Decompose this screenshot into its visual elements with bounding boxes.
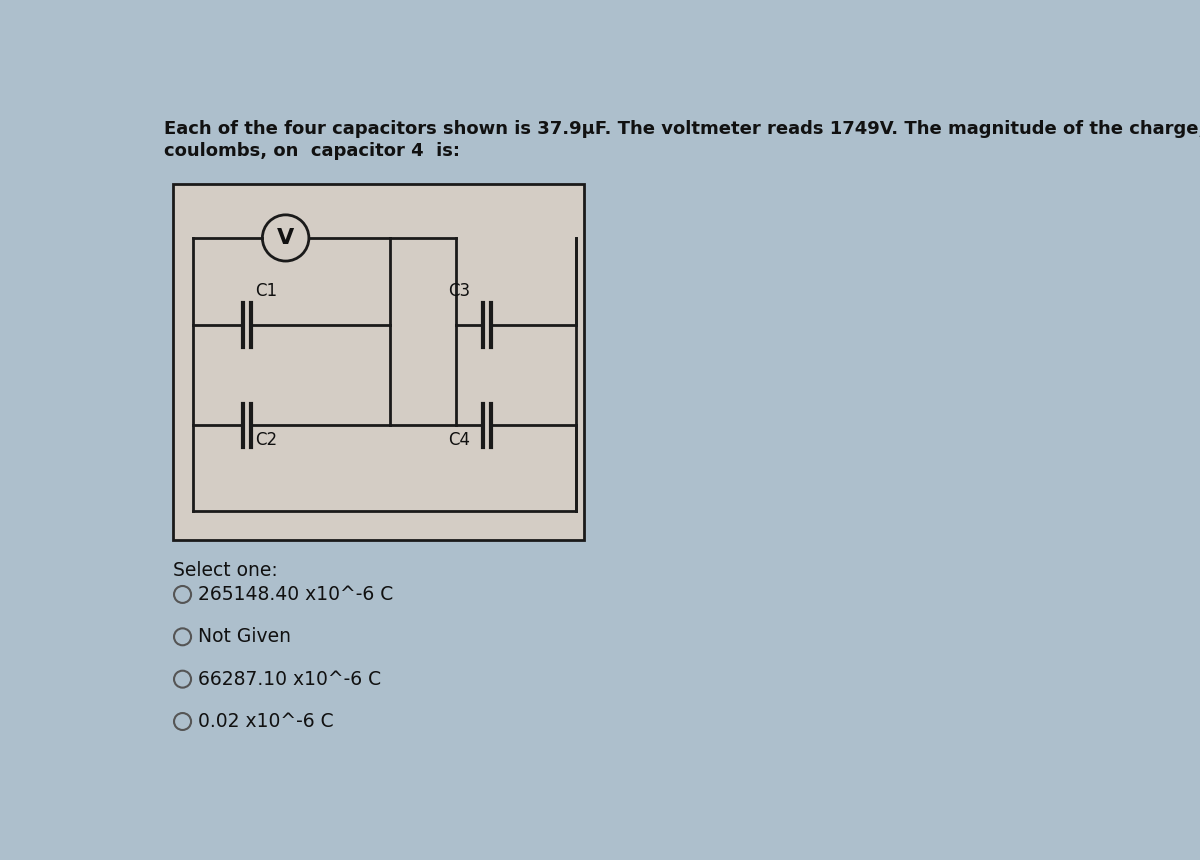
Text: 265148.40 x10^-6 C: 265148.40 x10^-6 C xyxy=(198,585,394,604)
Text: C1: C1 xyxy=(254,282,277,300)
Text: coulombs, on  capacitor 4  is:: coulombs, on capacitor 4 is: xyxy=(164,142,460,160)
Text: Not Given: Not Given xyxy=(198,627,292,647)
Bar xyxy=(173,184,584,540)
Text: C3: C3 xyxy=(449,282,470,300)
Text: Each of the four capacitors shown is 37.9μF. The voltmeter reads 1749V. The magn: Each of the four capacitors shown is 37.… xyxy=(164,120,1200,138)
Text: C4: C4 xyxy=(449,431,470,449)
Text: 66287.10 x10^-6 C: 66287.10 x10^-6 C xyxy=(198,670,382,689)
Text: C2: C2 xyxy=(254,431,277,449)
Text: V: V xyxy=(277,228,294,248)
Text: Select one:: Select one: xyxy=(173,562,278,580)
Text: 0.02 x10^-6 C: 0.02 x10^-6 C xyxy=(198,712,334,731)
